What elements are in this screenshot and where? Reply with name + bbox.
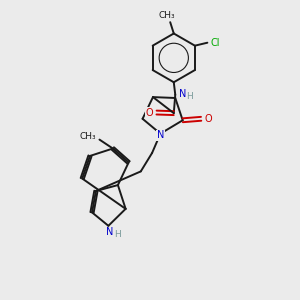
Text: CH₃: CH₃ [159, 11, 175, 20]
Text: O: O [204, 114, 212, 124]
Text: O: O [146, 108, 154, 118]
Text: CH₃: CH₃ [80, 131, 97, 140]
Text: H: H [187, 92, 193, 101]
Text: N: N [106, 227, 114, 237]
Text: H: H [115, 230, 121, 238]
Text: N: N [157, 130, 164, 140]
Text: N: N [179, 89, 186, 99]
Text: Cl: Cl [211, 38, 220, 48]
